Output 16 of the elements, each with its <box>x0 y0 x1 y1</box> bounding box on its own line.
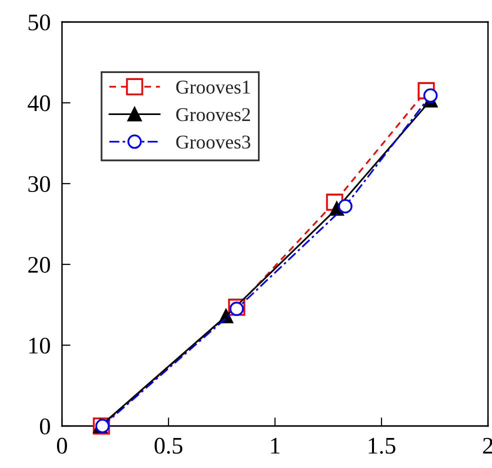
x-tick-label: 0.5 <box>154 438 182 454</box>
x-tick-label: 1.5 <box>368 438 396 454</box>
y-tick-label: 50 <box>28 14 50 30</box>
y-tick-label: 0 <box>40 418 50 434</box>
y-tick-label: 40 <box>28 95 50 112</box>
x-tick-label: 1 <box>271 438 280 454</box>
point <box>230 302 244 316</box>
y-tick-label: 10 <box>29 338 50 354</box>
point <box>423 88 438 103</box>
x-tick-label: 0 <box>56 438 68 454</box>
legend-label: Grooves3 <box>176 136 250 149</box>
legend-label: Grooves2 <box>176 108 250 122</box>
y-tick-label: 30 <box>28 176 50 192</box>
y-tick-label: 20 <box>28 256 50 273</box>
point <box>338 199 352 214</box>
legend-label: Grooves1 <box>176 80 250 94</box>
